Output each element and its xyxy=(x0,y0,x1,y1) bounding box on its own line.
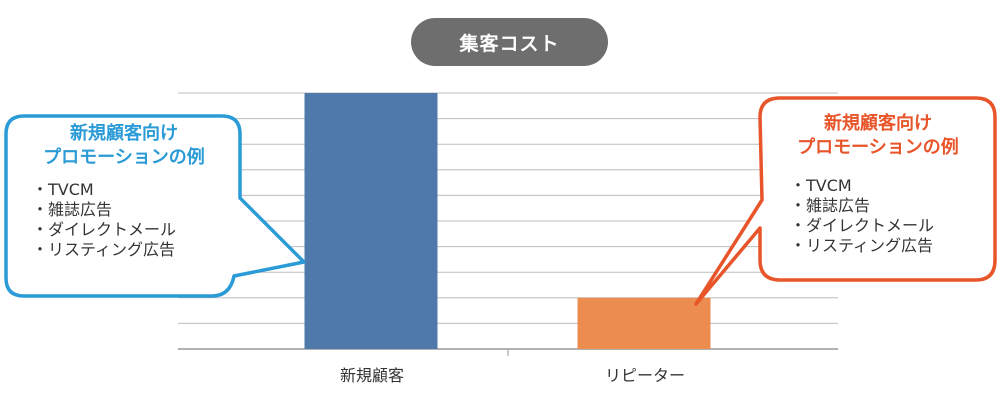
callout-repeat-title-line2: プロモーションの例 xyxy=(797,137,959,158)
callout-new-item: TVCM xyxy=(32,180,234,200)
callout-new-title-line1: 新規顧客向け xyxy=(70,123,178,144)
callout-new-item: リスティング広告 xyxy=(32,240,234,260)
x-tick-label-repeaters: リピーター xyxy=(604,366,685,385)
callout-repeat-item: 雑誌広告 xyxy=(790,196,996,216)
bar-repeaters xyxy=(577,297,711,349)
gridlines xyxy=(178,92,838,356)
bar-new-customers xyxy=(304,93,438,349)
callout-new: 新規顧客向け プロモーションの例 TVCM 雑誌広告 ダイレクトメール リスティ… xyxy=(14,122,234,260)
callout-new-item: ダイレクトメール xyxy=(32,220,234,240)
callout-repeat-item: TVCM xyxy=(790,176,996,196)
callout-repeat-title-line1: 新規顧客向け xyxy=(824,113,932,134)
x-tick-label-new-customers: 新規顧客 xyxy=(339,366,404,385)
callout-repeat-item: リスティング広告 xyxy=(790,236,996,256)
bars xyxy=(304,93,711,349)
chart-title: 集客コスト xyxy=(411,18,608,66)
callout-repeat-list: TVCM 雑誌広告 ダイレクトメール リスティング広告 xyxy=(760,176,996,256)
callout-repeat: 新規顧客向け プロモーションの例 TVCM 雑誌広告 ダイレクトメール リスティ… xyxy=(760,112,996,256)
callout-new-list: TVCM 雑誌広告 ダイレクトメール リスティング広告 xyxy=(14,180,234,260)
callout-repeat-item: ダイレクトメール xyxy=(790,216,996,236)
callout-new-title-line2: プロモーションの例 xyxy=(43,147,205,168)
callout-new-item: 雑誌広告 xyxy=(32,200,234,220)
